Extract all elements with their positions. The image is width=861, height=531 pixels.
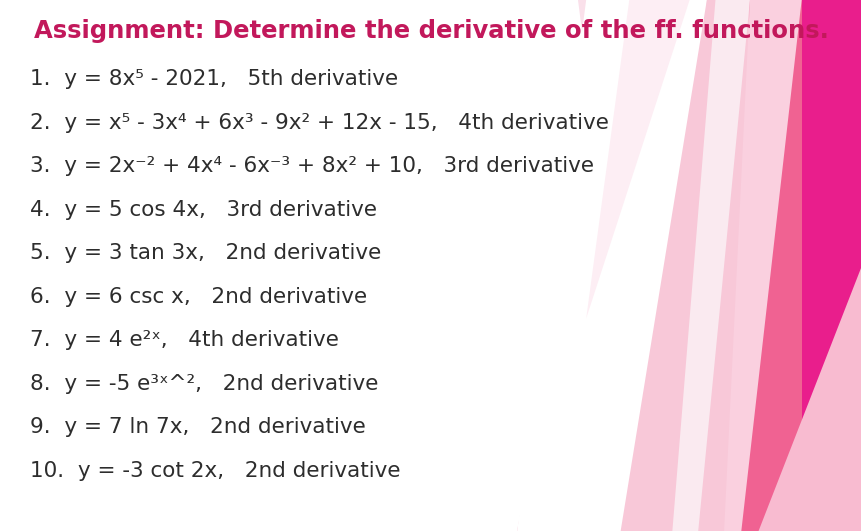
Text: 5.  y = 3 tan 3x,   2nd derivative: 5. y = 3 tan 3x, 2nd derivative [30,243,381,263]
Text: 1.  y = 8x⁵ - 2021,   5th derivative: 1. y = 8x⁵ - 2021, 5th derivative [30,69,398,89]
Polygon shape [585,0,689,319]
Polygon shape [672,266,861,531]
Polygon shape [517,0,706,531]
Text: 3.  y = 2x⁻² + 4x⁴ - 6x⁻³ + 8x² + 10,   3rd derivative: 3. y = 2x⁻² + 4x⁴ - 6x⁻³ + 8x² + 10, 3rd… [30,156,593,176]
Polygon shape [732,0,861,531]
Text: 10.  y = -3 cot 2x,   2nd derivative: 10. y = -3 cot 2x, 2nd derivative [30,461,400,481]
Text: 6.  y = 6 csc x,   2nd derivative: 6. y = 6 csc x, 2nd derivative [30,287,367,307]
Text: Assignment: Determine the derivative of the ff. functions.: Assignment: Determine the derivative of … [34,19,827,42]
Text: 8.  y = -5 e³ˣ^²,   2nd derivative: 8. y = -5 e³ˣ^², 2nd derivative [30,374,378,394]
Text: 7.  y = 4 e²ˣ,   4th derivative: 7. y = 4 e²ˣ, 4th derivative [30,330,338,350]
Text: 2.  y = x⁵ - 3x⁴ + 6x³ - 9x² + 12x - 15,   4th derivative: 2. y = x⁵ - 3x⁴ + 6x³ - 9x² + 12x - 15, … [30,113,609,133]
Polygon shape [672,0,861,531]
Polygon shape [801,0,861,531]
Text: 9.  y = 7 ln 7x,   2nd derivative: 9. y = 7 ln 7x, 2nd derivative [30,417,366,438]
Text: 4.  y = 5 cos 4x,   3rd derivative: 4. y = 5 cos 4x, 3rd derivative [30,200,377,220]
Polygon shape [577,0,861,531]
Polygon shape [723,0,801,531]
Polygon shape [672,0,749,531]
Polygon shape [517,0,861,531]
